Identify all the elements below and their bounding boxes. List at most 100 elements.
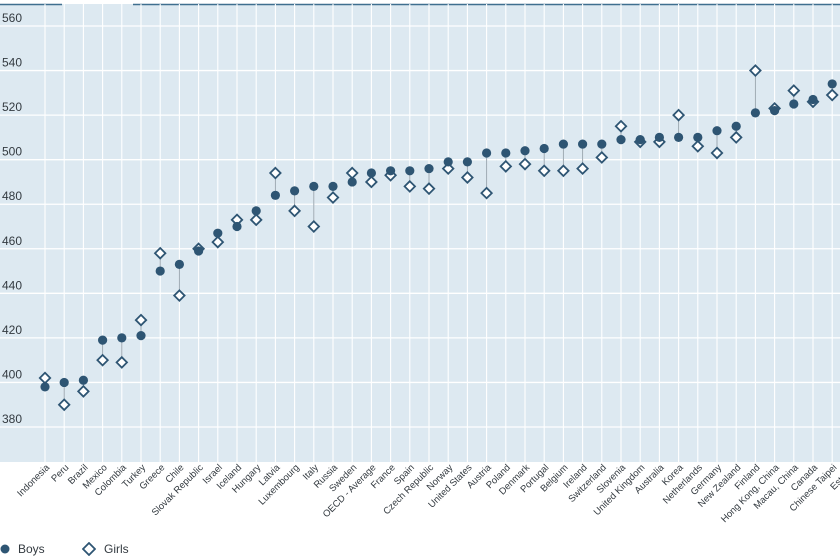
legend-label-boys: Boys	[18, 542, 45, 556]
legend: Boys Girls	[0, 540, 300, 560]
boys-point	[520, 146, 530, 156]
boys-point	[405, 166, 415, 176]
x-axis-category-labels: IndonesiaPeruBrazilMexicoColombiaTurkeyG…	[15, 462, 840, 525]
legend-item-girls: Girls	[82, 542, 129, 556]
girls-point	[499, 159, 513, 173]
boys-point	[712, 126, 722, 136]
girls-point	[576, 162, 590, 176]
y-tick-label: 400	[2, 367, 22, 381]
hollow-diamond-icon	[82, 542, 96, 556]
boys-point	[328, 181, 338, 191]
girls-point	[787, 84, 801, 98]
boys-point	[597, 139, 607, 149]
boys-point	[827, 79, 837, 89]
boys-point	[501, 148, 511, 158]
boys-point	[117, 333, 127, 343]
girls-point	[172, 289, 186, 303]
boys-point	[750, 108, 761, 118]
boys-point	[366, 168, 376, 178]
girls-point	[288, 204, 302, 218]
boys-point	[674, 132, 684, 142]
girls-point	[268, 166, 282, 180]
girls-point	[710, 146, 724, 160]
boys-point	[789, 99, 799, 109]
boys-point	[616, 135, 626, 145]
girls-point	[326, 191, 340, 205]
girls-point	[249, 213, 263, 227]
girls-point	[134, 313, 148, 327]
girls-point	[364, 175, 378, 189]
y-tick-label: 560	[2, 11, 22, 25]
y-axis-tick-labels: 380 400 420 440 460 480 500 520 540 560	[2, 11, 22, 426]
horizontal-gridlines	[0, 25, 840, 428]
filled-circle-icon	[0, 544, 10, 554]
girls-point	[307, 220, 321, 233]
girls-point	[556, 164, 570, 178]
y-tick-label: 440	[2, 278, 22, 292]
y-tick-label: 500	[2, 145, 22, 159]
legend-item-boys: Boys	[0, 542, 45, 556]
girls-point	[614, 119, 628, 133]
girls-point	[96, 353, 110, 367]
boys-series	[40, 79, 837, 392]
girls-point	[518, 157, 532, 171]
boys-point	[808, 94, 818, 105]
boys-point	[731, 121, 741, 131]
boys-point	[693, 132, 703, 142]
y-tick-label: 420	[2, 323, 22, 337]
girls-point	[825, 88, 839, 102]
boys-point	[270, 190, 280, 200]
girls-point	[115, 355, 129, 369]
boys-point	[654, 132, 665, 142]
girls-point	[211, 235, 225, 249]
boys-point	[635, 135, 645, 145]
boys-point	[251, 206, 261, 216]
girls-point	[537, 164, 551, 178]
boys-point	[347, 177, 357, 187]
boys-point	[98, 335, 108, 345]
girls-point	[76, 384, 90, 398]
y-tick-label: 540	[2, 56, 22, 70]
boys-point	[770, 106, 780, 116]
boys-point	[232, 221, 242, 232]
boys-point	[309, 181, 319, 191]
plot-area	[0, 4, 840, 462]
boys-point	[290, 186, 300, 196]
girls-point	[595, 150, 609, 164]
girls-point	[480, 186, 494, 200]
boys-point	[194, 246, 204, 256]
girls-point	[460, 171, 474, 184]
girls-point	[672, 108, 686, 122]
boys-point	[155, 266, 165, 276]
boys-point	[174, 259, 184, 269]
girls-point	[441, 162, 455, 176]
boys-point	[482, 148, 492, 158]
girls-point	[153, 246, 167, 260]
boys-point	[136, 331, 146, 341]
girls-point	[691, 139, 705, 153]
y-tick-label: 460	[2, 234, 22, 248]
girls-point	[729, 130, 743, 144]
boys-point	[59, 377, 69, 388]
y-tick-label: 480	[2, 189, 22, 203]
boys-point	[558, 139, 569, 149]
y-tick-label: 380	[2, 412, 22, 426]
boys-point	[539, 143, 549, 154]
boys-point	[424, 163, 434, 174]
girls-series	[38, 64, 839, 412]
y-tick-label: 520	[2, 100, 22, 114]
boys-point	[386, 166, 396, 176]
girls-point	[422, 182, 436, 196]
girls-point	[748, 64, 762, 78]
boys-point	[78, 375, 88, 385]
boys-point	[578, 139, 588, 149]
boys-point	[443, 157, 453, 167]
girls-point	[57, 398, 71, 412]
boys-point	[462, 157, 472, 167]
girls-point	[403, 179, 417, 193]
x-tick-label: Indonesia	[15, 462, 52, 499]
legend-label-girls: Girls	[104, 542, 129, 556]
boys-point	[213, 228, 223, 238]
boys-point	[40, 382, 50, 392]
